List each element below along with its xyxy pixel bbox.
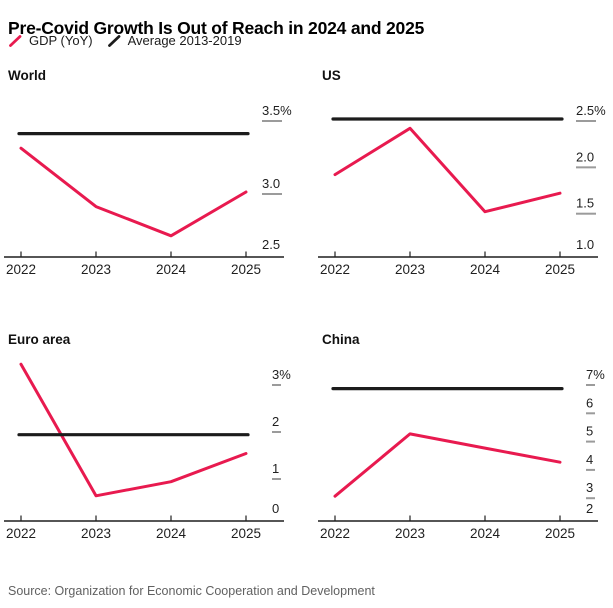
x-tick-label: 2023 <box>395 526 425 541</box>
x-tick-label: 2025 <box>545 526 575 541</box>
y-tick-dash <box>586 412 595 415</box>
y-tick-label: 5 <box>586 424 593 439</box>
legend-item-average: Average 2013-2019 <box>107 33 242 48</box>
legend: GDP (YoY) Average 2013-2019 <box>8 33 242 48</box>
y-tick-dash <box>576 120 596 122</box>
panel-us: US 2.5% 2.0 1.5 1.0 2022 2023 2024 2025 <box>318 68 613 283</box>
gdp-line <box>19 146 248 238</box>
page-title: Pre-Covid Growth Is Out of Reach in 2024… <box>8 17 425 38</box>
panel-title-china: China <box>322 332 360 347</box>
y-tick-dash <box>262 120 282 122</box>
y-tick-label: 3% <box>272 367 291 382</box>
y-tick-label: 2 <box>586 501 593 516</box>
panel-title-us: US <box>322 68 341 83</box>
y-tick-label: 3 <box>586 480 593 495</box>
x-tick-label: 2022 <box>320 526 350 541</box>
x-tick-label: 2024 <box>470 526 501 541</box>
average-slash-icon <box>107 34 122 48</box>
panel-title-euro-area: Euro area <box>8 332 71 347</box>
y-tick-dash <box>262 193 282 195</box>
y-tick-label: 2.5% <box>576 103 606 118</box>
source-note: Source: Organization for Economic Cooper… <box>8 584 375 598</box>
legend-label-gdp: GDP (YoY) <box>29 33 93 48</box>
x-tick-label: 2025 <box>231 526 261 541</box>
y-tick-dash <box>576 166 596 169</box>
y-tick-label: 1 <box>272 461 279 476</box>
panel-title-world: World <box>8 68 46 83</box>
x-tick-label: 2022 <box>6 526 36 541</box>
x-tick-label: 2023 <box>81 262 111 277</box>
x-tick-label: 2022 <box>320 262 350 277</box>
panel-euro-area: Euro area 3% 2 1 0 2022 2023 2024 2025 <box>4 332 304 547</box>
x-tick-label: 2024 <box>470 262 501 277</box>
y-tick-dash <box>586 497 595 500</box>
y-tick-dash <box>272 478 281 480</box>
x-tick-label: 2023 <box>81 526 111 541</box>
y-tick-label: 1.0 <box>576 237 594 252</box>
y-tick-label: 0 <box>272 501 279 516</box>
x-tick-label: 2025 <box>231 262 261 277</box>
world-chart: 3.5% 3.0 2.5 2022 2023 2024 2025 <box>4 103 292 277</box>
legend-label-average: Average 2013-2019 <box>127 33 242 48</box>
legend-item-gdp: GDP (YoY) <box>8 33 93 48</box>
euro-area-chart: 3% 2 1 0 2022 2023 2024 2025 <box>4 362 291 541</box>
gdp-slash-icon <box>8 34 23 48</box>
panel-world: World 3.5% 3.0 2.5 2022 2023 2024 2025 <box>4 68 304 283</box>
panel-china: China 7% 6 5 4 3 2 2022 2023 2024 2025 <box>318 332 613 547</box>
us-chart: 2.5% 2.0 1.5 1.0 2022 2023 2024 2025 <box>318 103 606 277</box>
y-tick-dash <box>586 468 595 471</box>
y-tick-dash <box>586 384 595 386</box>
y-tick-label: 6 <box>586 395 593 410</box>
y-tick-label: 3.5% <box>262 103 292 118</box>
y-tick-dash <box>576 212 596 215</box>
x-tick-label: 2023 <box>395 262 425 277</box>
y-tick-label: 1.5 <box>576 196 594 211</box>
y-tick-label: 7% <box>586 367 605 382</box>
y-tick-label: 4 <box>586 452 593 467</box>
china-chart: 7% 6 5 4 3 2 2022 2023 2024 2025 <box>318 367 605 541</box>
y-tick-dash <box>272 384 281 386</box>
y-tick-label: 3.0 <box>262 176 280 191</box>
y-tick-label: 2.5 <box>262 237 280 252</box>
y-tick-label: 2 <box>272 414 279 429</box>
gdp-line <box>19 362 248 498</box>
x-tick-label: 2022 <box>6 262 36 277</box>
x-tick-label: 2024 <box>156 526 187 541</box>
x-tick-label: 2024 <box>156 262 187 277</box>
x-tick-label: 2025 <box>545 262 575 277</box>
gdp-line <box>333 432 562 498</box>
y-tick-dash <box>586 440 595 443</box>
y-tick-label: 2.0 <box>576 149 594 164</box>
gdp-line <box>333 126 562 214</box>
y-tick-dash <box>272 431 281 433</box>
